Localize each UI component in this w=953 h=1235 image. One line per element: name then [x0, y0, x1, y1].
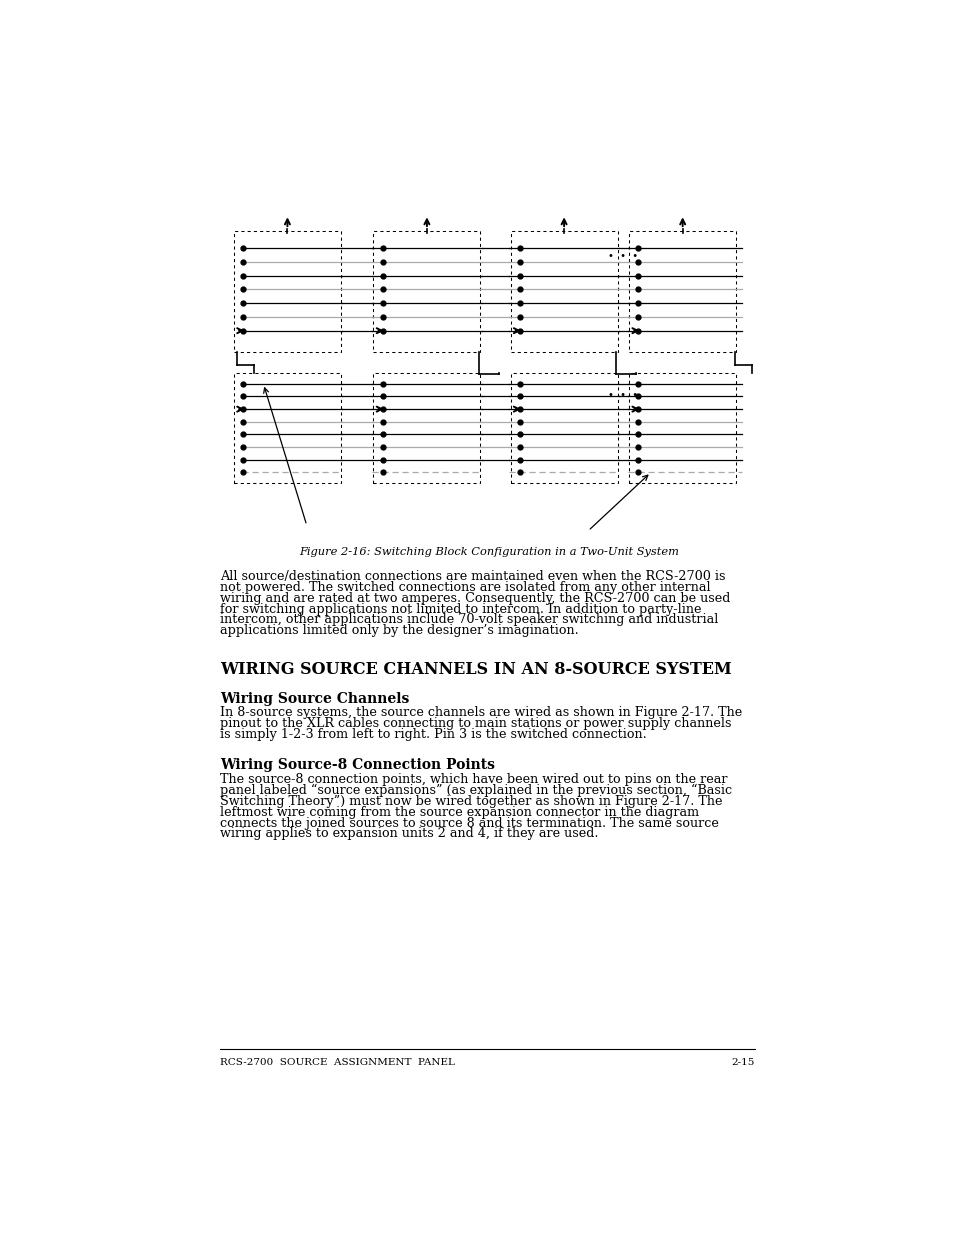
Text: Figure 2-16: Switching Block Configuration in a Two-Unit System: Figure 2-16: Switching Block Configurati…	[298, 547, 679, 557]
Text: pinout to the XLR cables connecting to main stations or power supply channels: pinout to the XLR cables connecting to m…	[220, 718, 731, 730]
Text: intercom, other applications include 70-volt speaker switching and industrial: intercom, other applications include 70-…	[220, 614, 718, 626]
Text: leftmost wire coming from the source expansion connector in the diagram: leftmost wire coming from the source exp…	[220, 805, 699, 819]
Text: Wiring Source-8 Connection Points: Wiring Source-8 Connection Points	[220, 758, 495, 772]
Text: RCS-2700  SOURCE  ASSIGNMENT  PANEL: RCS-2700 SOURCE ASSIGNMENT PANEL	[220, 1058, 455, 1067]
Bar	[629, 231, 736, 352]
Bar	[510, 231, 617, 352]
Text: panel labeled “source expansions” (as explained in the previous section, “Basic: panel labeled “source expansions” (as ex…	[220, 784, 731, 798]
Text: not powered. The switched connections are isolated from any other internal: not powered. The switched connections ar…	[220, 580, 710, 594]
Text: is simply 1-2-3 from left to right. Pin 3 is the switched connection.: is simply 1-2-3 from left to right. Pin …	[220, 727, 646, 741]
Text: Wiring Source Channels: Wiring Source Channels	[220, 692, 409, 706]
Text: WIRING SOURCE CHANNELS IN AN 8-SOURCE SYSTEM: WIRING SOURCE CHANNELS IN AN 8-SOURCE SY…	[220, 661, 731, 678]
Text: All source/destination connections are maintained even when the RCS-2700 is: All source/destination connections are m…	[220, 571, 724, 583]
Text: The source-8 connection points, which have been wired out to pins on the rear: The source-8 connection points, which ha…	[220, 773, 727, 787]
Text: •  •  •: • • •	[607, 251, 638, 261]
Bar	[373, 373, 480, 483]
Text: •  •  •: • • •	[607, 389, 638, 400]
Text: 2-15: 2-15	[731, 1058, 754, 1067]
Bar	[510, 373, 617, 483]
Bar	[373, 231, 480, 352]
Text: applications limited only by the designer’s imagination.: applications limited only by the designe…	[220, 624, 578, 637]
Bar	[233, 373, 340, 483]
Text: In 8-source systems, the source channels are wired as shown in Figure 2-17. The: In 8-source systems, the source channels…	[220, 706, 741, 720]
Bar	[233, 231, 340, 352]
Text: connects the joined sources to source 8 and its termination. The same source: connects the joined sources to source 8 …	[220, 816, 719, 830]
Text: wiring applies to expansion units 2 and 4, if they are used.: wiring applies to expansion units 2 and …	[220, 827, 598, 840]
Text: Switching Theory”) must now be wired together as shown in Figure 2-17. The: Switching Theory”) must now be wired tog…	[220, 795, 721, 808]
Text: for switching applications not limited to intercom. In addition to party-line: for switching applications not limited t…	[220, 603, 700, 615]
Text: wiring and are rated at two amperes. Consequently, the RCS-2700 can be used: wiring and are rated at two amperes. Con…	[220, 592, 730, 605]
Bar	[629, 373, 736, 483]
